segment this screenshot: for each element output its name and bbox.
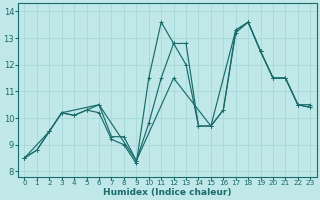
X-axis label: Humidex (Indice chaleur): Humidex (Indice chaleur) — [103, 188, 232, 197]
